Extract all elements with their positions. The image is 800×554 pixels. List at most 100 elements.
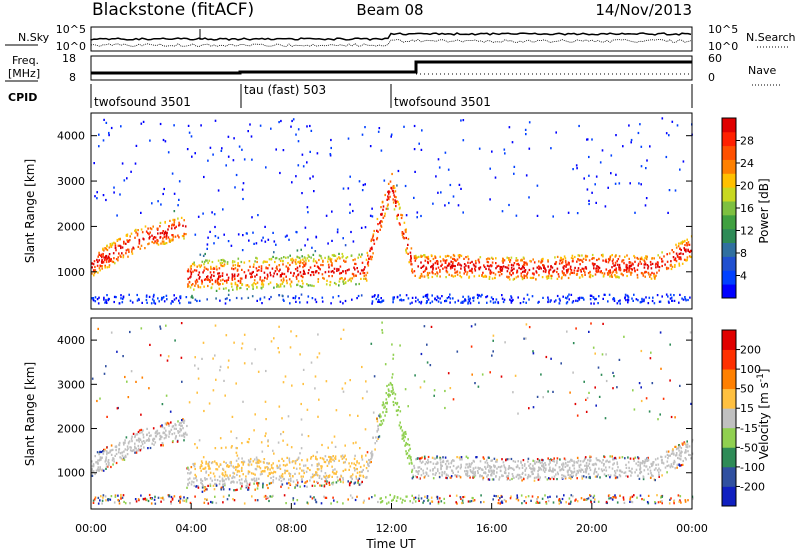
power-cell xyxy=(164,232,166,235)
power-cell xyxy=(562,258,564,261)
velocity-cell xyxy=(689,454,691,457)
velocity-cell xyxy=(440,463,442,466)
velocity-cell xyxy=(299,452,301,455)
power-cell xyxy=(202,254,205,257)
power-cell xyxy=(681,242,684,245)
velocity-cell xyxy=(527,475,530,478)
velocity-cell xyxy=(641,462,643,465)
velocity-cell xyxy=(381,329,383,332)
power-cell xyxy=(647,302,650,305)
velocity-cell xyxy=(99,468,101,471)
velocity-cell xyxy=(178,499,180,502)
power-cell xyxy=(153,293,155,296)
velocity-cell xyxy=(468,462,471,465)
power-cell xyxy=(209,280,211,283)
velocity-cell xyxy=(684,451,686,454)
power-cell xyxy=(454,271,456,274)
power-cell xyxy=(193,264,196,267)
power-cell xyxy=(304,244,306,247)
power-cell xyxy=(515,276,518,279)
velocity-cell xyxy=(409,500,411,503)
power-cell xyxy=(642,299,645,302)
velocity-cell xyxy=(227,465,230,468)
power-cell xyxy=(653,257,655,260)
power-cell xyxy=(301,262,304,265)
velocity-cell xyxy=(384,414,386,417)
velocity-cell xyxy=(627,456,629,459)
power-cell xyxy=(227,155,230,158)
power-cell xyxy=(103,249,105,252)
power-cell xyxy=(113,186,115,189)
power-cell xyxy=(324,271,327,274)
power-cell xyxy=(550,147,552,150)
power-cell xyxy=(429,301,432,305)
power-cell xyxy=(206,298,208,301)
velocity-cell xyxy=(163,437,166,440)
velocity-cell xyxy=(505,459,507,462)
power-cell xyxy=(174,235,177,238)
power-cell xyxy=(613,264,615,267)
power-cell xyxy=(390,186,392,189)
velocity-cell xyxy=(414,500,417,503)
power-cell xyxy=(602,259,604,262)
velocity-cell xyxy=(290,446,293,449)
velocity-cell xyxy=(225,334,228,337)
velocity-cell xyxy=(676,463,679,466)
velocity-cell xyxy=(556,461,558,465)
velocity-cell xyxy=(678,454,681,457)
velocity-cell xyxy=(468,464,471,467)
velocity-cell xyxy=(684,499,687,502)
power-cell xyxy=(123,242,125,245)
power-cell xyxy=(349,175,351,178)
power-colorbar-tick-label: 20 xyxy=(740,180,754,193)
power-cell xyxy=(276,273,278,276)
velocity-cell xyxy=(158,432,161,435)
velocity-cell xyxy=(355,467,358,471)
velocity-cell xyxy=(605,469,608,472)
velocity-cell xyxy=(538,468,540,471)
power-cell xyxy=(302,272,305,275)
power-cell xyxy=(331,239,333,242)
velocity-cell xyxy=(585,410,588,413)
power-cell xyxy=(333,267,336,270)
velocity-cell xyxy=(609,474,612,477)
velocity-cell xyxy=(634,456,637,459)
velocity-cell xyxy=(470,345,473,348)
power-cell xyxy=(678,256,681,259)
velocity-cell xyxy=(236,466,238,469)
velocity-cell xyxy=(511,467,514,470)
power-cell xyxy=(162,237,164,240)
velocity-cell xyxy=(551,470,553,473)
velocity-cell xyxy=(386,502,388,505)
power-cell xyxy=(447,168,450,171)
power-cell xyxy=(671,120,674,123)
velocity-cell xyxy=(281,483,284,486)
velocity-cell xyxy=(690,457,692,460)
power-cell xyxy=(674,257,677,260)
velocity-cell xyxy=(402,434,405,437)
velocity-cell xyxy=(383,403,385,406)
velocity-cell xyxy=(576,456,579,459)
velocity-cell xyxy=(115,461,118,465)
power-cell xyxy=(614,264,616,267)
power-cell xyxy=(113,241,115,244)
power-cell xyxy=(296,249,299,252)
velocity-cell xyxy=(350,476,352,479)
power-colorbar-label: Power [dB] xyxy=(757,178,771,243)
velocity-cell xyxy=(591,463,594,466)
power-cell xyxy=(586,138,588,141)
power-cell xyxy=(685,248,687,251)
velocity-cell xyxy=(602,322,604,325)
velocity-cell xyxy=(204,478,207,481)
power-cell xyxy=(178,198,180,201)
power-cell xyxy=(687,241,690,244)
power-cell xyxy=(327,260,329,263)
velocity-cell xyxy=(532,352,535,355)
power-cell xyxy=(222,258,224,261)
power-cell xyxy=(290,280,293,283)
velocity-cell xyxy=(208,461,211,464)
power-cell xyxy=(475,262,477,265)
power-cell xyxy=(344,277,346,280)
velocity-cell xyxy=(102,452,105,455)
power-cell xyxy=(523,263,526,266)
